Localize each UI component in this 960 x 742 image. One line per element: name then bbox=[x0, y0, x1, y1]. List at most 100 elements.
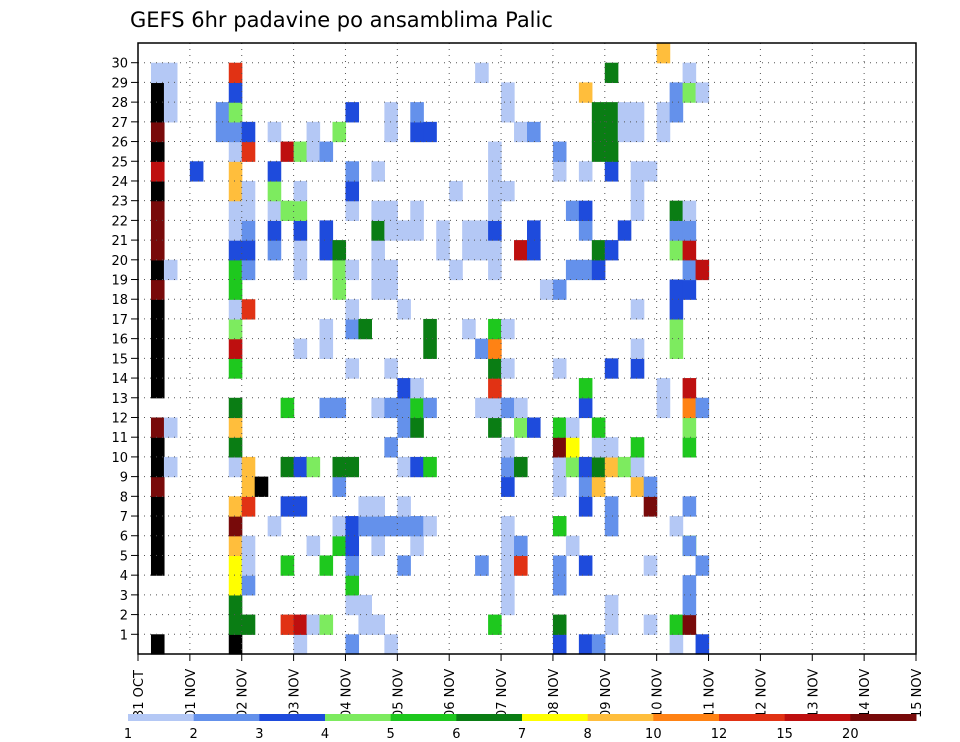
heatmap-cell bbox=[293, 634, 308, 655]
heatmap-cell bbox=[150, 62, 165, 84]
heatmap-cell bbox=[241, 121, 256, 143]
heatmap-cell bbox=[488, 141, 502, 162]
heatmap-cell bbox=[241, 180, 256, 202]
heatmap-cell bbox=[241, 220, 256, 241]
heatmap-cell bbox=[319, 220, 334, 241]
heatmap-cell bbox=[228, 220, 243, 241]
heatmap-cell bbox=[488, 378, 502, 399]
colorbar-label: 15 bbox=[776, 727, 793, 742]
heatmap-cell bbox=[228, 299, 243, 320]
heatmap-cell bbox=[669, 279, 684, 300]
heatmap-cell bbox=[163, 456, 178, 478]
heatmap-cell bbox=[410, 102, 424, 123]
heatmap-cell bbox=[552, 516, 567, 537]
heatmap-cell bbox=[604, 456, 619, 478]
heatmap-cell bbox=[669, 338, 684, 359]
heatmap-cell bbox=[293, 141, 308, 162]
heatmap-cell bbox=[488, 318, 502, 340]
heatmap-cell bbox=[695, 397, 710, 419]
colorbar-label: 3 bbox=[255, 727, 263, 742]
heatmap-cell bbox=[462, 220, 476, 241]
heatmap-cell bbox=[514, 555, 528, 576]
heatmap-cell bbox=[501, 102, 515, 123]
heatmap-cell bbox=[371, 279, 385, 300]
heatmap-cell bbox=[228, 259, 243, 281]
heatmap-cell bbox=[682, 614, 697, 635]
heatmap-cell bbox=[319, 338, 334, 359]
heatmap-cell bbox=[514, 121, 528, 143]
heatmap-cell bbox=[150, 338, 165, 359]
heatmap-cell bbox=[423, 121, 437, 143]
y-tick-label: 8 bbox=[120, 490, 128, 505]
heatmap-cell bbox=[669, 102, 684, 123]
heatmap-cell bbox=[332, 121, 347, 143]
heatmap-cell bbox=[656, 397, 671, 419]
heatmap-cell bbox=[345, 299, 360, 320]
heatmap-cell bbox=[228, 594, 243, 616]
heatmap-cell bbox=[565, 456, 580, 478]
heatmap-cell bbox=[617, 456, 632, 478]
heatmap-cell bbox=[228, 141, 243, 162]
heatmap-cell bbox=[241, 456, 256, 478]
heatmap-cell bbox=[189, 161, 204, 182]
x-tick-label: 06 NOV bbox=[443, 669, 458, 718]
heatmap-cell bbox=[475, 62, 489, 84]
heatmap-cell bbox=[488, 417, 502, 438]
heatmap-cell bbox=[280, 614, 295, 635]
heatmap-cell bbox=[475, 555, 489, 576]
heatmap-cell bbox=[591, 121, 606, 143]
heatmap-cell bbox=[306, 141, 321, 162]
heatmap-cell bbox=[150, 259, 165, 281]
heatmap-cell bbox=[591, 102, 606, 123]
heatmap-cell bbox=[514, 240, 528, 261]
colorbar-swatch bbox=[784, 714, 851, 721]
y-tick-label: 7 bbox=[120, 510, 128, 525]
heatmap-cell bbox=[488, 259, 502, 281]
heatmap-cell bbox=[682, 437, 697, 458]
heatmap-cell bbox=[384, 279, 398, 300]
heatmap-cell bbox=[150, 161, 165, 182]
y-tick-label: 2 bbox=[120, 609, 128, 624]
heatmap-cell bbox=[345, 161, 360, 182]
heatmap-cell bbox=[578, 200, 593, 221]
heatmap-cell bbox=[228, 496, 243, 517]
heatmap-cell bbox=[150, 496, 165, 517]
colorbar-label: 20 bbox=[842, 727, 859, 742]
x-tick-label: 10 NOV bbox=[651, 669, 666, 718]
heatmap-cell bbox=[228, 240, 243, 261]
heatmap-cell bbox=[306, 535, 321, 557]
heatmap-cell bbox=[682, 397, 697, 419]
heatmap-cell bbox=[527, 240, 541, 261]
heatmap-cell bbox=[617, 102, 632, 123]
heatmap-cell bbox=[332, 476, 347, 497]
heatmap-cell bbox=[293, 456, 308, 478]
heatmap-cell bbox=[150, 378, 165, 399]
y-tick-label: 30 bbox=[111, 57, 128, 72]
heatmap-cell bbox=[267, 220, 282, 241]
y-tick-label: 10 bbox=[111, 451, 128, 466]
heatmap-cell bbox=[682, 378, 697, 399]
heatmap-cell bbox=[163, 259, 178, 281]
heatmap-cell bbox=[630, 102, 645, 123]
heatmap-cell bbox=[630, 338, 645, 359]
heatmap-cell bbox=[475, 338, 489, 359]
heatmap-cell bbox=[552, 456, 567, 478]
heatmap-cell bbox=[319, 555, 334, 576]
heatmap-cell bbox=[539, 279, 554, 300]
heatmap-cell bbox=[682, 496, 697, 517]
heatmap-cell bbox=[656, 102, 671, 123]
heatmap-cell bbox=[488, 220, 502, 241]
colorbar: 1 2 3 4 5 6 7 8 10 12 15 20 bbox=[124, 714, 917, 742]
heatmap-cell bbox=[150, 220, 165, 241]
heatmap-cell bbox=[150, 555, 165, 576]
heatmap-cell bbox=[293, 240, 308, 261]
heatmap-cell bbox=[150, 476, 165, 497]
colorbar-swatch bbox=[259, 714, 326, 721]
heatmap-cell bbox=[345, 535, 360, 557]
heatmap-cell bbox=[228, 161, 243, 182]
heatmap-cell bbox=[384, 397, 398, 419]
heatmap-cell bbox=[578, 634, 593, 655]
heatmap-cell bbox=[332, 516, 347, 537]
heatmap-cell bbox=[656, 121, 671, 143]
heatmap-cell bbox=[228, 102, 243, 123]
